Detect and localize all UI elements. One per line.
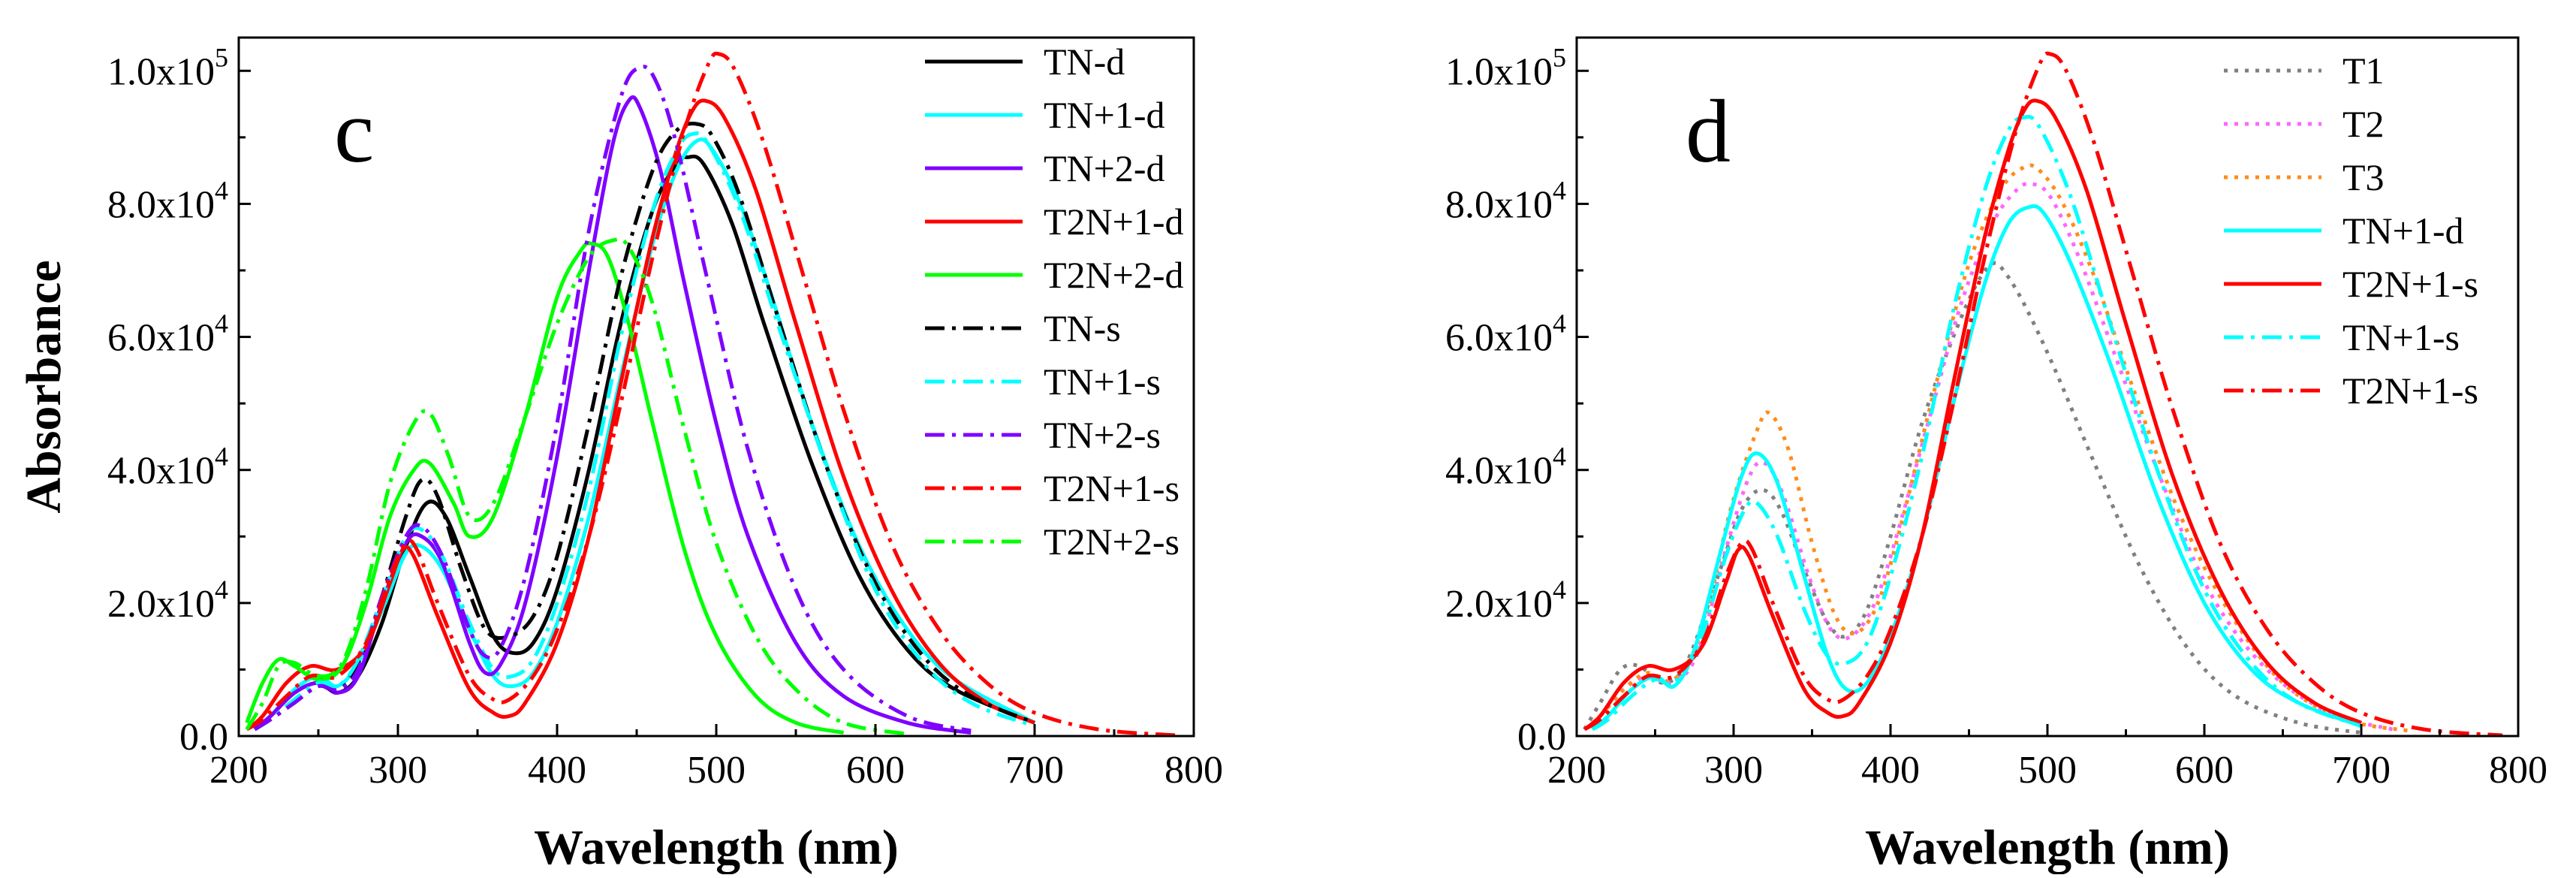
legend: T1 T2 T3 TN+1-d T2N+1-s TN+1-s T2N+1-s bbox=[2224, 50, 2478, 412]
y-axis-label: Absorbance bbox=[17, 260, 71, 513]
series-line-tn-1-s bbox=[1591, 114, 2362, 732]
x-axis-label: Wavelength (nm) bbox=[1865, 820, 2230, 874]
series-line-tn-2-d bbox=[253, 95, 972, 735]
panel-label: c bbox=[334, 81, 374, 181]
series-line-tn-d bbox=[253, 154, 1035, 732]
x-axis-label: Wavelength (nm) bbox=[534, 820, 899, 874]
x-tick-label: 400 bbox=[1861, 749, 1920, 792]
legend-label: TN+1-d bbox=[1044, 94, 1165, 136]
series-line-tn-s bbox=[253, 121, 1035, 732]
x-tick-label: 700 bbox=[1005, 749, 1064, 792]
series-line-t2n-2-s bbox=[245, 237, 908, 736]
legend-label: TN-s bbox=[1044, 307, 1121, 349]
legend-label: T2N+1-s bbox=[2343, 263, 2478, 305]
y-tick-label: 6.0x104 bbox=[1445, 309, 1566, 360]
y-tick-label: 2.0x104 bbox=[107, 575, 228, 626]
y-tick-label: 4.0x104 bbox=[1445, 442, 1566, 493]
y-tick-label: 6.0x104 bbox=[107, 309, 228, 360]
x-tick-label: 800 bbox=[2489, 749, 2547, 792]
y-tick-label: 1.0x105 bbox=[107, 42, 228, 93]
x-tick-label: 200 bbox=[1547, 749, 1606, 792]
series-line-tn-2-s bbox=[253, 65, 972, 733]
series-line-t3 bbox=[1583, 163, 2409, 733]
y-tick-label: 8.0x104 bbox=[107, 175, 228, 226]
x-tick-label: 300 bbox=[1704, 749, 1763, 792]
series-line-t2n-1-d bbox=[246, 98, 1035, 732]
chart-panel-c: 200 300 400 500 600 700 800 0.0 2.0x104 4.0x104 6.… bbox=[17, 36, 1223, 875]
legend-label: T2N+1-d bbox=[1044, 201, 1184, 243]
y-tick-label: 2.0x104 bbox=[1445, 575, 1566, 626]
plot-frame bbox=[237, 36, 1195, 738]
x-tick-label: 700 bbox=[2332, 749, 2391, 792]
y-tick-label: 0.0 bbox=[179, 716, 228, 759]
x-tick-label: 300 bbox=[369, 749, 427, 792]
series-layer bbox=[1583, 51, 2503, 736]
legend-label: T2N+1-s bbox=[2343, 370, 2478, 412]
y-tick-label: 1.0x105 bbox=[1445, 42, 1566, 93]
series-layer bbox=[245, 51, 1178, 736]
y-tick-label: 0.0 bbox=[1517, 716, 1566, 759]
legend-label: T1 bbox=[2343, 50, 2385, 92]
legend-label: T2N+2-d bbox=[1044, 254, 1184, 296]
y-tick-label: 4.0x104 bbox=[107, 442, 228, 493]
legend-label: TN+2-s bbox=[1044, 414, 1161, 456]
x-tick-label: 800 bbox=[1164, 749, 1223, 792]
series-line-t2 bbox=[1583, 181, 2394, 732]
x-tick-label: 500 bbox=[2018, 749, 2077, 792]
legend-label: T2N+2-s bbox=[1044, 520, 1180, 563]
legend-label: TN-d bbox=[1044, 41, 1125, 83]
legend-label: T2 bbox=[2343, 103, 2385, 145]
y-tick-label: 8.0x104 bbox=[1445, 175, 1566, 226]
x-tick-label: 200 bbox=[209, 749, 268, 792]
chart-panel-d: 200 300 400 500 600 700 800 0.0 2.0x104 4.0x104 6.… bbox=[1445, 36, 2547, 875]
tick-layer: 200 300 400 500 600 700 800 0.0 2.0x104 4.0x104 6.… bbox=[107, 42, 1223, 792]
legend-label: TN+1-s bbox=[1044, 361, 1161, 403]
x-tick-label: 600 bbox=[846, 749, 905, 792]
plot-frame bbox=[1575, 36, 2520, 738]
x-tick-label: 600 bbox=[2175, 749, 2234, 792]
series-line-t2n-1-s bbox=[1583, 98, 2362, 732]
tick-layer: 200 300 400 500 600 700 800 0.0 2.0x104 4.0x104 6.… bbox=[1445, 42, 2547, 792]
series-line-t2n-1-s bbox=[1583, 51, 2503, 736]
panel-label: d bbox=[1686, 81, 1731, 181]
legend-label: TN+2-d bbox=[1044, 147, 1165, 189]
series-line-t1 bbox=[1583, 261, 2362, 735]
legend-label: TN+1-d bbox=[2343, 210, 2464, 252]
legend-label: T3 bbox=[2343, 156, 2385, 198]
legend-label: TN+1-s bbox=[2343, 316, 2460, 358]
legend-label: T2N+1-s bbox=[1044, 467, 1180, 509]
series-line-t2n-1-s bbox=[246, 51, 1178, 736]
x-tick-label: 500 bbox=[687, 749, 746, 792]
x-tick-label: 400 bbox=[528, 749, 586, 792]
legend: TN-d TN+1-d TN+2-d T2N+1-d T2N+2-d TN-s TN+1-s… bbox=[925, 41, 1184, 563]
